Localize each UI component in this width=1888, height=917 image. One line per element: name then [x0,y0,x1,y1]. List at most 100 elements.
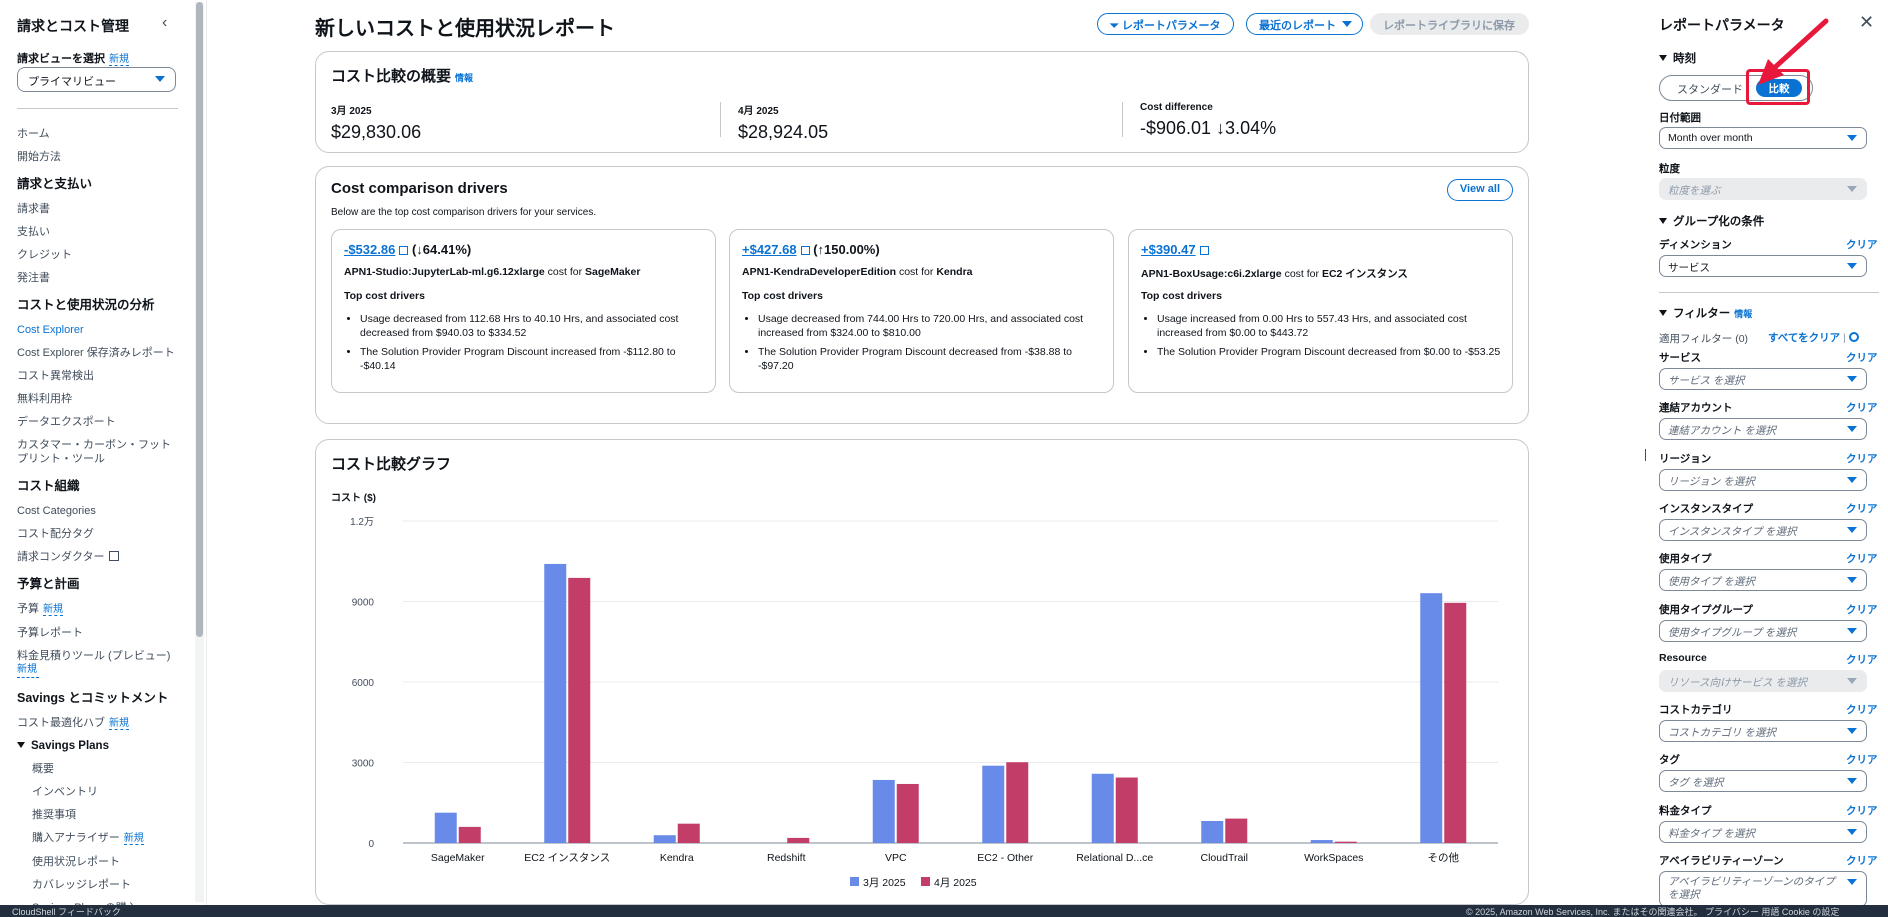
filter-select[interactable]: コストカテゴリ を選択 [1659,720,1867,743]
chart-bar[interactable] [1334,841,1357,843]
filter-select[interactable]: サービス を選択 [1659,368,1867,390]
resize-handle[interactable] [1645,449,1646,461]
save-to-library-button[interactable]: レポートライブラリに保存 [1370,13,1529,35]
dimension-select[interactable]: サービス [1659,255,1867,277]
info-link[interactable]: 情報 [455,73,474,83]
nav-item[interactable]: Cost Explorer 保存済みレポート [17,347,175,359]
nav-item[interactable]: Savings Plans の購入 [17,901,177,905]
nav-item[interactable]: インベントリ [32,786,98,798]
recent-reports-button[interactable]: 最近のレポート [1246,13,1363,35]
date-range-select[interactable]: Month over month [1659,127,1867,149]
chart-bar[interactable] [458,826,481,843]
x-tick-label: WorkSpaces [1304,852,1363,864]
chart-bar[interactable] [896,783,919,843]
filter-clear-link[interactable]: クリア [1846,452,1878,465]
filter-section-toggle[interactable]: フィルター 情報 [1659,305,1752,321]
nav-item[interactable]: ホーム [17,128,50,140]
filter-select[interactable]: インスタンスタイプ を選択 [1659,518,1867,541]
filter-clear-link[interactable]: クリア [1846,502,1878,515]
filter-select[interactable]: タグ を選択 [1659,770,1867,793]
chart-bar[interactable] [1310,840,1333,843]
filter-select[interactable]: リソース向けサービス を選択 [1659,669,1867,692]
nav-item[interactable]: 料金見積りツール (プレビュー) 新規 [17,649,177,678]
filter-select[interactable]: アベイラビリティーゾーンのタイプを選択 [1659,871,1867,905]
chart-bar[interactable] [1201,820,1224,843]
driver-amount-link[interactable]: -$532.86 [344,242,396,257]
compare-segment[interactable]: 比較 [1756,79,1802,97]
nav-item[interactable]: 請求コンダクター [17,550,177,564]
nav-item[interactable]: 開始方法 [17,151,61,163]
nav-item[interactable]: カスタマー・カーボン・フットプリント・ツール [17,439,171,465]
chart-bar[interactable] [677,823,700,843]
view-all-button[interactable]: View all [1446,179,1513,201]
filter-clear-link[interactable]: クリア [1846,754,1878,767]
nav-item[interactable]: 支払い [17,226,50,238]
billing-view-select[interactable]: プライマリビュー [17,67,176,92]
report-parameters-button[interactable]: ⏷ レポートパラメータ [1097,13,1234,35]
nav-item[interactable]: カバレッジレポート [32,879,131,891]
nav-item[interactable]: 使用状況レポート [32,856,120,868]
chart-bar[interactable] [1115,777,1138,843]
filter-clear-link[interactable]: クリア [1846,804,1878,817]
chart-bar[interactable] [653,835,676,843]
group-by-section-toggle[interactable]: グループ化の条件 [1659,213,1764,229]
filter-select[interactable]: リージョン を選択 [1659,468,1867,491]
chart-bar[interactable] [568,577,591,843]
nav-item[interactable]: クレジット [17,249,72,261]
chart-bar[interactable] [544,563,567,843]
nav-divider [17,108,178,109]
chart-bar[interactable] [1006,762,1029,843]
chart-bar[interactable] [1444,602,1467,843]
chart-bar[interactable] [1225,818,1248,843]
filter-select[interactable]: 料金タイプ を選択 [1659,820,1867,843]
nav-item[interactable]: 請求書 [17,203,50,215]
chart-bar[interactable] [1091,773,1114,843]
nav-item[interactable]: コスト最適化ハブ 新規 [17,717,129,730]
settings-gear-icon[interactable] [1848,332,1859,342]
nav-scrollbar[interactable] [195,2,204,902]
footer-left[interactable]: CloudShell フィードバック [12,907,121,917]
nav-item[interactable]: 購入アナライザー 新規 [32,832,144,845]
info-link[interactable]: 情報 [1734,309,1753,319]
standard-segment[interactable]: スタンダード [1677,84,1743,96]
filter-clear-link[interactable]: クリア [1846,553,1878,566]
filter-clear-link[interactable]: クリア [1846,653,1878,666]
nav-item[interactable]: コスト異常検出 [17,370,94,382]
nav-item[interactable]: Cost Categories [17,505,96,517]
driver-amount-link[interactable]: +$427.68 [742,242,797,257]
legend-swatch [850,877,859,886]
chart-bar[interactable] [982,765,1005,843]
side-navigation: 請求とコスト管理 ‹ 請求ビューを選択 新規 プライマリビュー ホーム 開始方法 請求… [0,0,193,905]
filter-clear-link[interactable]: クリア [1846,603,1878,616]
collapse-nav-icon[interactable]: ‹ [162,14,168,31]
nav-item[interactable]: 発注書 [17,272,50,284]
nav-item[interactable]: 予算 新規 [17,603,63,616]
filter-clear-link[interactable]: クリア [1846,855,1878,867]
nav-item[interactable]: 予算レポート [17,627,83,639]
filter-select[interactable]: 使用タイプグループ を選択 [1659,619,1867,642]
granularity-select[interactable]: 粒度を選ぶ [1659,178,1867,200]
nav-group-savings-plans[interactable]: Savings Plans [17,740,177,752]
nav-item[interactable]: Cost Explorer [17,324,84,336]
filter-clear-link[interactable]: クリア [1846,402,1878,415]
nav-item[interactable]: データエクスポート [17,416,116,428]
nav-item[interactable]: 無料利用枠 [17,393,72,405]
chart-bar[interactable] [434,812,457,843]
close-icon[interactable]: ✕ [1859,12,1875,32]
chart-bar[interactable] [787,837,810,843]
filter-clear-link[interactable]: クリア [1846,704,1878,717]
chart-bar[interactable] [1420,593,1443,843]
filter-select[interactable]: 使用タイプ を選択 [1659,569,1867,592]
dimension-clear-link[interactable]: クリア [1846,239,1878,251]
time-section-toggle[interactable]: 時刻 [1659,50,1696,66]
filter-label: リージョン [1659,452,1712,465]
nav-item[interactable]: 概要 [32,763,54,775]
driver-amount-link[interactable]: +$390.47 [1141,242,1196,257]
clear-all-link[interactable]: すべてをクリア | [1768,330,1859,345]
filter-select[interactable]: 連結アカウント を選択 [1659,418,1867,441]
chart-bar[interactable] [872,779,895,843]
filter-clear-link[interactable]: クリア [1846,352,1878,364]
nav-item[interactable]: コスト配分タグ [17,528,94,540]
nav-item[interactable]: 推奨事項 [32,809,76,821]
caret-down-icon [1847,577,1857,584]
